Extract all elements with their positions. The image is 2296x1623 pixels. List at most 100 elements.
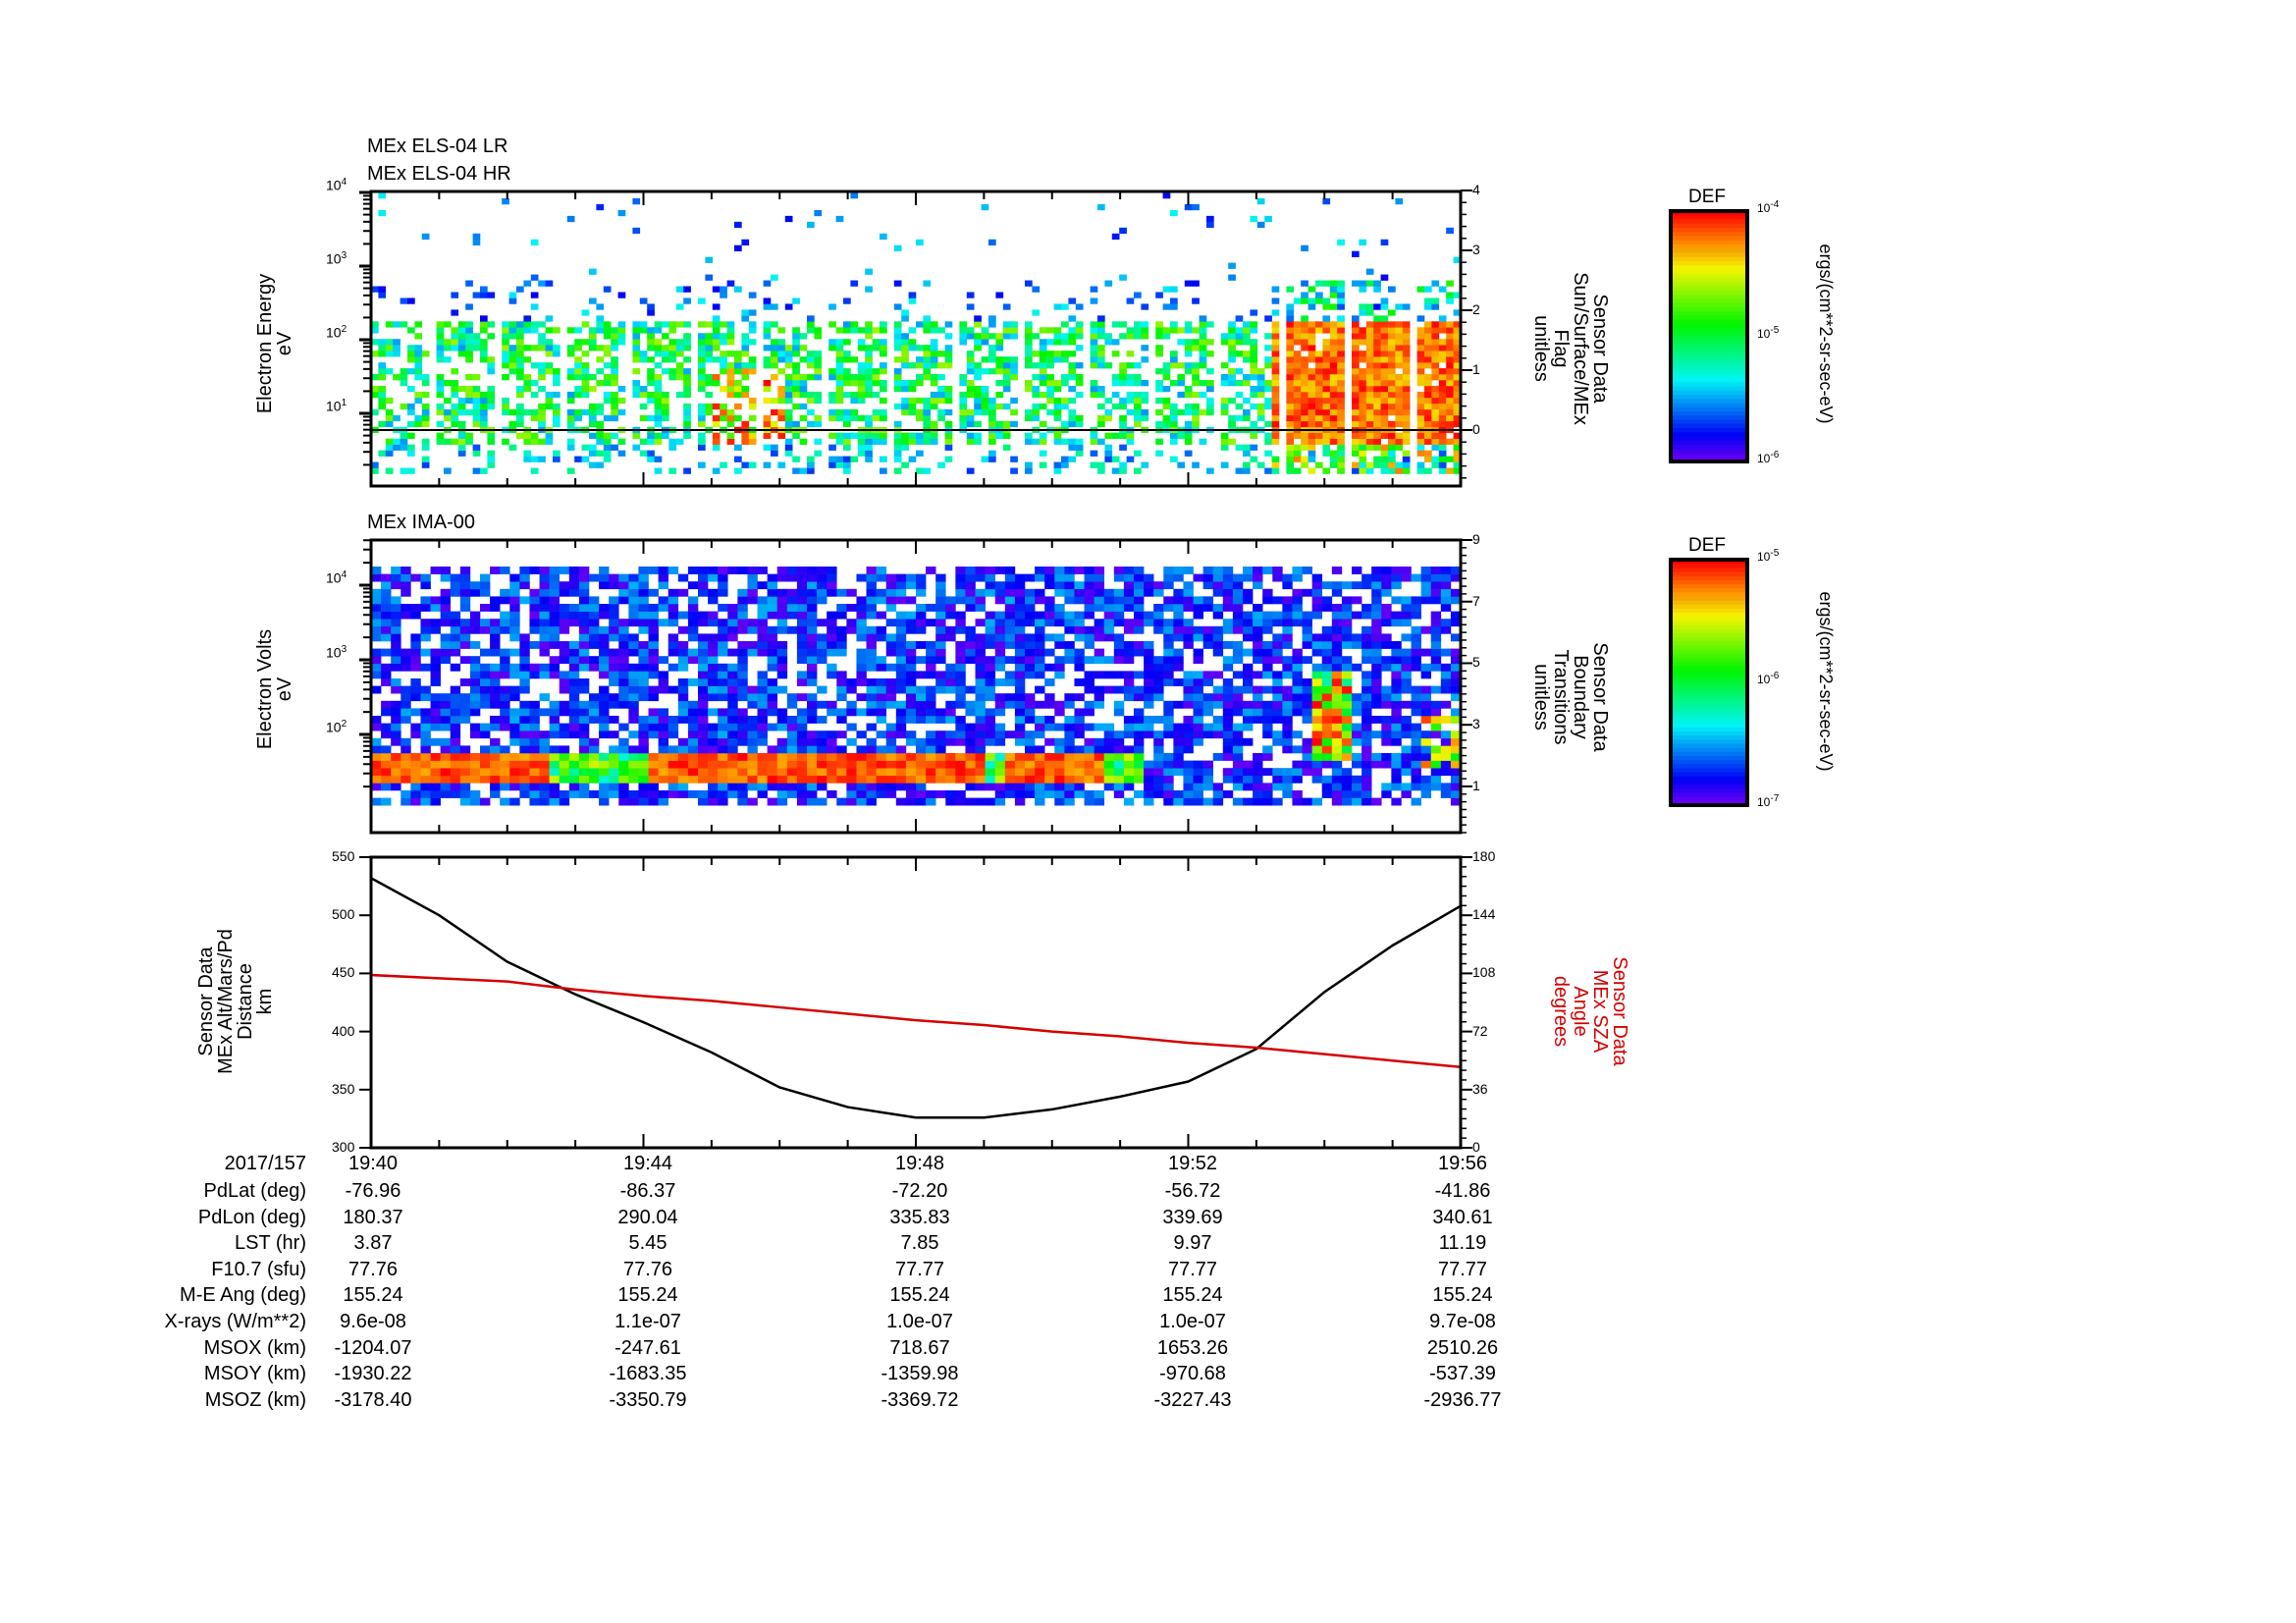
spectrogram-cell xyxy=(436,333,445,340)
spectrogram-cell xyxy=(1212,567,1224,574)
spectrogram-cell xyxy=(1371,685,1382,694)
spectrogram-cell xyxy=(748,362,757,369)
spectrogram-cell xyxy=(1103,723,1115,731)
spectrogram-cell xyxy=(589,693,600,702)
spectrogram-cell xyxy=(1134,321,1142,328)
spectrogram-cell xyxy=(965,581,976,590)
spectrogram-cell xyxy=(1331,611,1343,620)
spectrogram-cell xyxy=(1035,775,1045,784)
spectrogram-cell xyxy=(519,716,530,724)
spectrogram-cell xyxy=(708,783,719,791)
spectrogram-cell xyxy=(1438,438,1447,445)
spectrogram-cell xyxy=(1039,339,1047,346)
spectrogram-cell xyxy=(747,760,758,769)
spectrogram-cell xyxy=(901,362,909,369)
spectrogram-cell xyxy=(1411,760,1421,769)
spectrogram-cell xyxy=(1359,385,1367,393)
spectrogram-cell xyxy=(1381,716,1392,724)
spectrogram-cell xyxy=(1301,333,1308,340)
spectrogram-cell xyxy=(632,391,641,399)
spectrogram-cell xyxy=(975,783,986,791)
spectrogram-cell xyxy=(480,760,491,769)
spectrogram-cell xyxy=(777,397,786,405)
spectrogram-cell xyxy=(472,333,481,340)
spectrogram-cell xyxy=(1329,391,1338,399)
spectrogram-cell xyxy=(1002,368,1011,375)
spectrogram-cell xyxy=(549,588,561,597)
spectrogram-cell xyxy=(578,596,590,605)
spectrogram-cell xyxy=(945,685,956,694)
spectrogram-cell xyxy=(603,444,612,451)
spectrogram-cell xyxy=(1046,374,1054,381)
spectrogram-cell xyxy=(500,716,510,724)
spectrogram-cell xyxy=(538,420,546,428)
spectrogram-cell xyxy=(777,327,786,334)
spectrogram-cell xyxy=(1337,351,1345,357)
spectrogram-cell xyxy=(1371,581,1382,590)
spectrogram-cell xyxy=(835,356,844,363)
spectrogram-cell xyxy=(930,351,938,357)
spectrogram-cell xyxy=(1282,604,1293,612)
spectrogram-cell xyxy=(1134,333,1142,340)
spectrogram-cell xyxy=(930,420,938,428)
spectrogram-cell xyxy=(1331,619,1343,627)
spectrogram-cell xyxy=(737,656,748,665)
spectrogram-cell xyxy=(1438,444,1447,451)
spectrogram-cell xyxy=(850,391,859,399)
spectrogram-cell xyxy=(981,203,989,211)
spectrogram-cell xyxy=(566,414,575,422)
spectrogram-cell xyxy=(1401,745,1412,754)
spectrogram-cell xyxy=(538,385,546,393)
spectrogram-cell xyxy=(1373,303,1381,310)
spectrogram-cell xyxy=(748,461,757,468)
spectrogram-cell xyxy=(469,619,481,627)
spectrogram-cell xyxy=(480,648,491,657)
spectrogram-cell xyxy=(618,573,629,582)
spectrogram-cell xyxy=(708,790,719,798)
spectrogram-cell xyxy=(1010,327,1018,334)
spectrogram-cell xyxy=(807,467,815,474)
spectrogram-cell xyxy=(1431,327,1440,334)
spectrogram-cell xyxy=(381,730,392,739)
spectrogram-cell xyxy=(530,292,539,298)
spectrogram-cell xyxy=(975,685,986,694)
spectrogram-cell xyxy=(639,391,648,399)
spectrogram-cell xyxy=(856,596,867,605)
spectrogram-cell xyxy=(391,619,401,627)
spectrogram-cell xyxy=(490,716,501,724)
spectrogram-cell xyxy=(1402,420,1411,428)
spectrogram-cell xyxy=(638,760,649,769)
spectrogram-cell xyxy=(618,633,629,642)
spectrogram-cell xyxy=(1061,403,1069,410)
spectrogram-cell xyxy=(955,768,966,777)
spectrogram-cell xyxy=(712,467,721,474)
spectrogram-cell xyxy=(708,663,719,672)
spectrogram-cell xyxy=(974,339,982,346)
spectrogram-cell xyxy=(1173,737,1184,746)
spectrogram-cell xyxy=(1054,619,1065,627)
spectrogram-cell xyxy=(748,414,757,422)
spectrogram-cell xyxy=(1352,450,1360,457)
spectrogram-cell xyxy=(1253,797,1263,806)
spectrogram-cell xyxy=(786,768,798,777)
spectrogram-cell xyxy=(836,797,847,806)
spectrogram-cell xyxy=(814,327,823,334)
spectrogram-cell xyxy=(687,581,699,590)
spectrogram-cell xyxy=(1381,581,1392,590)
spectrogram-cell xyxy=(421,461,430,468)
spectrogram-cell xyxy=(539,611,550,620)
spectrogram-cell xyxy=(905,737,917,746)
spectrogram-cell xyxy=(1039,391,1047,399)
spectrogram-cell xyxy=(1090,380,1098,387)
spectrogram-cell xyxy=(771,450,778,457)
spectrogram-cell xyxy=(726,414,735,422)
spectrogram-cell xyxy=(1044,581,1055,590)
spectrogram-cell xyxy=(1170,327,1178,334)
spectrogram-cell xyxy=(1253,685,1263,694)
spectrogram-cell xyxy=(908,327,917,334)
spectrogram-cell xyxy=(603,380,612,387)
spectrogram-cell xyxy=(1054,737,1065,746)
spectrogram-cell xyxy=(490,678,501,686)
spectrogram-cell xyxy=(628,685,639,694)
spectrogram-cell xyxy=(638,745,649,754)
